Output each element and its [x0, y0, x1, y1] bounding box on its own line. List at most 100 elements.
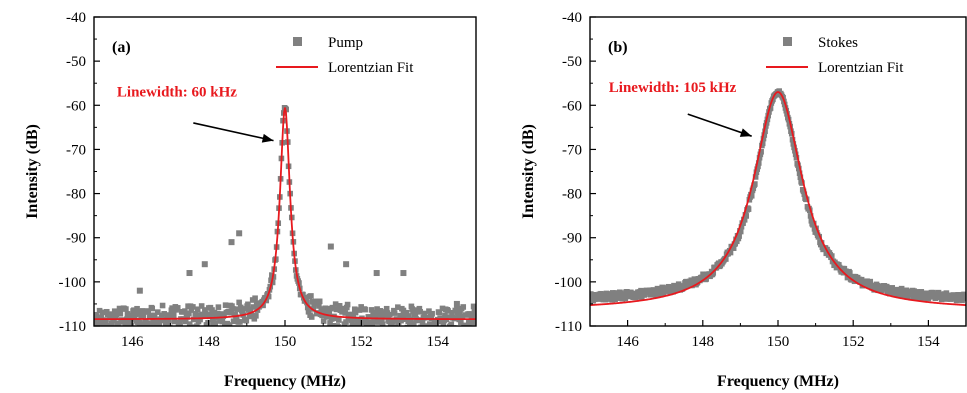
- data-point: [460, 304, 467, 310]
- data-point: [401, 312, 408, 319]
- panel-label: (a): [112, 39, 131, 56]
- y-tick-label: -70: [66, 142, 86, 158]
- chart-panel-b: -110 -100 -90 -80 -70 -60 -50 -40 146 148 150 152 15…: [520, 10, 967, 390]
- data-point: [132, 311, 139, 318]
- data-point: [95, 323, 102, 326]
- x-tick-label: 154: [427, 334, 450, 350]
- data-point: [249, 313, 255, 319]
- data-point: [304, 304, 311, 311]
- data-point: [750, 185, 757, 192]
- data-point: [448, 321, 455, 326]
- y-tick-label: -80: [66, 187, 86, 203]
- data-point: [424, 314, 431, 321]
- data-point: [189, 326, 195, 332]
- data-point: [119, 317, 126, 324]
- data-point: [761, 132, 768, 138]
- data-point-outlier: [186, 270, 193, 277]
- data-point: [233, 315, 240, 322]
- data-point: [221, 312, 227, 319]
- data-point: [410, 321, 417, 326]
- data-point: [111, 308, 118, 314]
- data-point: [122, 320, 128, 326]
- data-point: [115, 322, 121, 326]
- y-tick-label: -50: [66, 54, 86, 70]
- data-point: [784, 111, 790, 117]
- data-point: [622, 295, 629, 302]
- data-point: [212, 320, 219, 326]
- data-point: [167, 313, 174, 319]
- data-point: [470, 319, 476, 326]
- y-tick-label: -110: [555, 319, 582, 335]
- data-point-outlier: [236, 230, 243, 237]
- x-tick-label: 148: [692, 334, 715, 350]
- data-point: [847, 270, 853, 276]
- data-point: [903, 287, 910, 294]
- data-point: [668, 285, 674, 291]
- data-point: [229, 305, 236, 312]
- data-point: [442, 312, 448, 319]
- data-point: [147, 321, 154, 326]
- data-point: [177, 320, 183, 326]
- data-point: [250, 304, 257, 310]
- data-point: [440, 320, 447, 326]
- data-point: [752, 174, 759, 180]
- data-point: [347, 325, 353, 326]
- legend-label: Lorentzian Fit: [818, 60, 904, 76]
- data-point: [953, 297, 960, 304]
- data-point: [753, 169, 760, 176]
- data-point: [417, 309, 423, 315]
- annotation-arrow-shaft: [193, 122, 274, 142]
- data-point: [174, 305, 181, 311]
- data-point: [791, 144, 797, 151]
- data-point: [632, 294, 639, 301]
- data-point: [202, 307, 208, 313]
- data-point: [300, 291, 306, 298]
- data-point: [457, 310, 463, 317]
- data-point: [368, 307, 375, 313]
- data-point: [269, 279, 276, 286]
- x-tick-label: 152: [842, 334, 865, 350]
- x-tick-label: 150: [274, 334, 297, 350]
- data-point: [828, 253, 835, 259]
- y-tick-label: -90: [562, 231, 582, 247]
- data-point: [219, 318, 226, 325]
- data-point: [740, 220, 746, 226]
- fit-line: [590, 91, 966, 306]
- data-point: [762, 128, 768, 135]
- data-point-outlier: [453, 300, 460, 307]
- data-point: [801, 191, 808, 198]
- data-point: [198, 303, 205, 309]
- data-point: [109, 311, 116, 317]
- data-point: [116, 305, 123, 312]
- data-point-outlier: [343, 261, 350, 268]
- data-point: [635, 294, 642, 300]
- data-point: [230, 318, 237, 325]
- data-point: [99, 309, 106, 316]
- data-point: [332, 315, 338, 322]
- data-point: [379, 321, 386, 326]
- data-point: [454, 305, 460, 312]
- chart-panel-a: -110 -100 -90 -80 -70 -60 -50 -40 146 148 150 152 15…: [24, 10, 477, 390]
- legend-label: Pump: [328, 35, 363, 51]
- data-point: [429, 310, 435, 317]
- data-point: [419, 319, 426, 326]
- data-point: [344, 304, 350, 311]
- data-point: [439, 305, 446, 312]
- data-point: [470, 303, 476, 310]
- data-point: [898, 285, 905, 292]
- data-point: [354, 322, 360, 326]
- data-point: [426, 321, 433, 326]
- data-point: [340, 307, 347, 313]
- data-point: [392, 324, 399, 326]
- data-point: [807, 213, 814, 219]
- x-axis-title: Frequency (MHz): [717, 373, 839, 390]
- data-point: [236, 299, 242, 306]
- data-point: [453, 326, 459, 332]
- data-point: [458, 319, 464, 325]
- plot-frame: [93, 16, 477, 327]
- x-tick-label: 152: [350, 334, 373, 350]
- data-point: [789, 136, 796, 143]
- data-point: [316, 298, 323, 305]
- data-point: [883, 283, 890, 290]
- data-point: [316, 303, 322, 309]
